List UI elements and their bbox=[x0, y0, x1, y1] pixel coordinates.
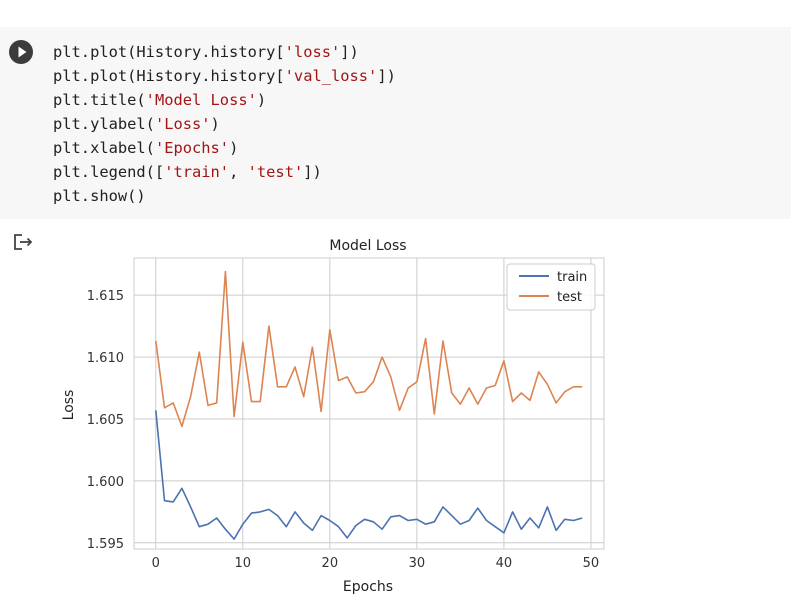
code-cell[interactable] bbox=[0, 27, 791, 219]
code-string: 'Epochs' bbox=[154, 139, 230, 157]
code-token: ) bbox=[210, 115, 220, 133]
code-token: , bbox=[229, 163, 248, 181]
legend: train test bbox=[506, 263, 596, 311]
x-tick-label: 40 bbox=[496, 556, 513, 571]
code-token: ) bbox=[229, 139, 239, 157]
tick-labels: 0 10 20 30 40 50 1.595 1.600 1.605 1.610 1.615 bbox=[87, 289, 599, 571]
run-cell-button[interactable] bbox=[9, 40, 33, 64]
code-line: plt.xlabel('Epochs') bbox=[53, 136, 396, 160]
code-line: plt.legend(['train', 'test']) bbox=[53, 160, 396, 184]
y-axis-label: Loss bbox=[61, 390, 77, 421]
code-string: 'loss' bbox=[284, 43, 341, 61]
series-line-train bbox=[155, 410, 583, 540]
legend-label-test: test bbox=[557, 290, 582, 305]
x-axis-label: Epochs bbox=[343, 579, 393, 595]
series-lines bbox=[155, 270, 583, 540]
code-token: plt.ylabel( bbox=[53, 115, 155, 133]
code-string: 'train' bbox=[164, 163, 230, 181]
y-tick-label: 1.600 bbox=[87, 475, 124, 490]
play-icon bbox=[18, 46, 27, 58]
code-token: ) bbox=[256, 91, 267, 109]
code-string: 'Loss' bbox=[154, 115, 211, 133]
code-line: plt.plot(History.history['loss']) bbox=[53, 40, 396, 64]
code-line: plt.ylabel('Loss') bbox=[53, 112, 396, 136]
code-token: ]) bbox=[303, 163, 322, 181]
code-string: 'Model Loss' bbox=[145, 91, 257, 109]
code-editor[interactable]: plt.plot(History.history['loss']) plt.plo… bbox=[53, 40, 396, 208]
code-string: 'test' bbox=[247, 163, 304, 181]
y-tick-label: 1.605 bbox=[87, 413, 124, 428]
code-token: plt.show() bbox=[53, 187, 146, 205]
code-line: plt.show() bbox=[53, 184, 396, 208]
x-tick-label: 20 bbox=[322, 556, 339, 571]
x-tick-label: 50 bbox=[583, 556, 600, 571]
code-token: ]) bbox=[377, 67, 396, 85]
y-tick-label: 1.610 bbox=[87, 351, 124, 366]
code-line: plt.title('Model Loss') bbox=[53, 88, 396, 112]
y-tick-label: 1.595 bbox=[87, 537, 124, 552]
chart-title: Model Loss bbox=[329, 238, 406, 254]
code-string: 'val_loss' bbox=[284, 67, 378, 85]
x-tick-label: 0 bbox=[152, 556, 160, 571]
code-token: plt.plot(History.history[ bbox=[53, 67, 285, 85]
code-token: plt.legend([ bbox=[53, 163, 165, 181]
code-token: plt.xlabel( bbox=[53, 139, 155, 157]
code-token: plt.plot(History.history[ bbox=[53, 43, 285, 61]
x-tick-label: 10 bbox=[235, 556, 252, 571]
code-line: plt.plot(History.history['val_loss']) bbox=[53, 64, 396, 88]
code-token: plt.title( bbox=[53, 91, 146, 109]
output-arrow-icon[interactable] bbox=[13, 233, 35, 251]
loss-chart: 0 10 20 30 40 50 1.595 1.600 1.605 1.610 1.615 Mod… bbox=[61, 238, 605, 595]
legend-label-train: train bbox=[557, 270, 587, 285]
x-tick-label: 30 bbox=[409, 556, 426, 571]
code-token: ]) bbox=[340, 43, 359, 61]
series-line-test bbox=[155, 270, 583, 428]
y-tick-label: 1.615 bbox=[87, 289, 124, 304]
